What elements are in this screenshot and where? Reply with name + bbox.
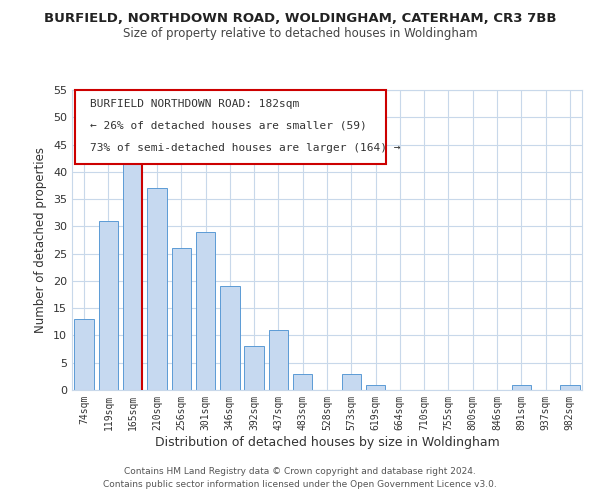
Bar — [293, 374, 313, 390]
Bar — [74, 319, 94, 390]
Text: ← 26% of detached houses are smaller (59): ← 26% of detached houses are smaller (59… — [90, 121, 367, 131]
Text: Contains public sector information licensed under the Open Government Licence v3: Contains public sector information licen… — [103, 480, 497, 489]
Text: Contains HM Land Registry data © Crown copyright and database right 2024.: Contains HM Land Registry data © Crown c… — [124, 467, 476, 476]
Bar — [99, 221, 118, 390]
Text: BURFIELD, NORTHDOWN ROAD, WOLDINGHAM, CATERHAM, CR3 7BB: BURFIELD, NORTHDOWN ROAD, WOLDINGHAM, CA… — [44, 12, 556, 26]
Bar — [341, 374, 361, 390]
Bar — [269, 330, 288, 390]
Bar — [172, 248, 191, 390]
FancyBboxPatch shape — [74, 90, 386, 164]
Bar — [244, 346, 264, 390]
Bar — [123, 156, 142, 390]
Bar — [220, 286, 239, 390]
Bar — [512, 384, 531, 390]
Bar — [366, 384, 385, 390]
Bar — [196, 232, 215, 390]
Text: 73% of semi-detached houses are larger (164) →: 73% of semi-detached houses are larger (… — [90, 143, 400, 153]
Text: Size of property relative to detached houses in Woldingham: Size of property relative to detached ho… — [122, 28, 478, 40]
Bar — [147, 188, 167, 390]
Y-axis label: Number of detached properties: Number of detached properties — [34, 147, 47, 333]
X-axis label: Distribution of detached houses by size in Woldingham: Distribution of detached houses by size … — [155, 436, 499, 448]
Text: BURFIELD NORTHDOWN ROAD: 182sqm: BURFIELD NORTHDOWN ROAD: 182sqm — [90, 99, 299, 109]
Bar — [560, 384, 580, 390]
